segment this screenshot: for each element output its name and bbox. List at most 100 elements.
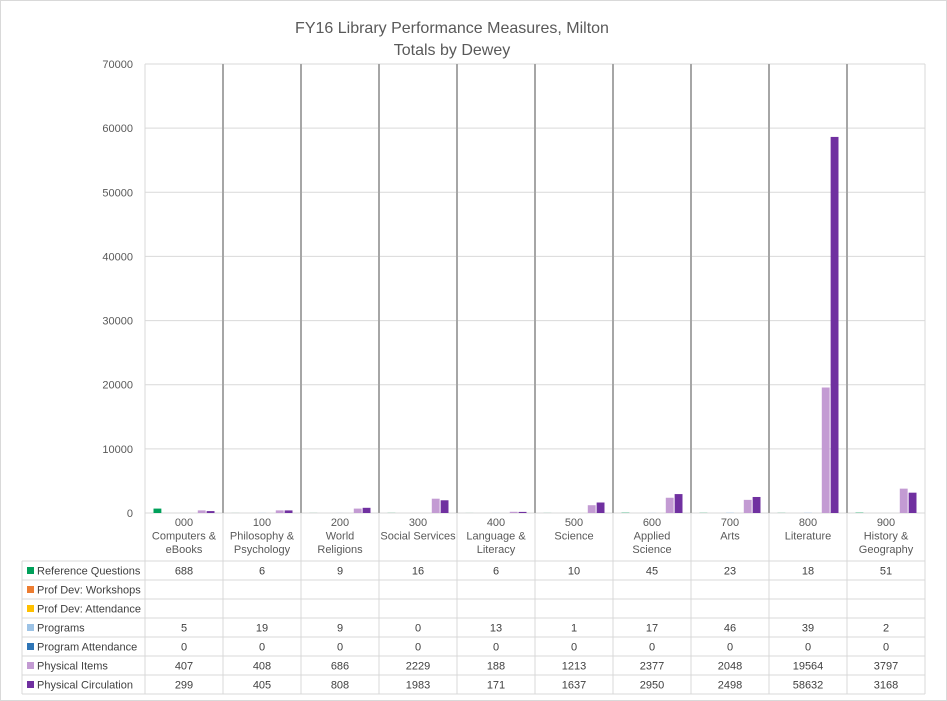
data-label: 45 <box>646 566 658 578</box>
data-label: 2048 <box>718 661 742 673</box>
legend-key <box>27 624 34 631</box>
data-label: 17 <box>646 623 658 635</box>
legend-key <box>27 662 34 669</box>
data-label: 46 <box>724 623 736 635</box>
category-label: eBooks <box>166 544 203 556</box>
bar <box>509 511 518 513</box>
data-label: 0 <box>883 642 889 654</box>
legend-label: Physical Circulation <box>37 680 133 692</box>
category-label: 800 <box>799 517 817 529</box>
data-label: 1637 <box>562 680 586 692</box>
category-label: 400 <box>487 517 505 529</box>
bar <box>153 508 162 513</box>
y-tick-label: 0 <box>127 508 133 520</box>
data-label: 408 <box>253 661 271 673</box>
data-label: 171 <box>487 680 505 692</box>
bar <box>206 511 215 513</box>
data-label: 686 <box>331 661 349 673</box>
category-label: 100 <box>253 517 271 529</box>
chart-subtitle: Totals by Dewey <box>394 42 511 59</box>
category-label: 500 <box>565 517 583 529</box>
category-label: Language & <box>466 531 526 543</box>
data-label: 13 <box>490 623 502 635</box>
category-label: World <box>326 531 355 543</box>
y-tick-label: 40000 <box>102 251 133 263</box>
category-label: 300 <box>409 517 427 529</box>
bar <box>899 488 908 513</box>
category-label: Applied <box>634 531 671 543</box>
legend-label: Program Attendance <box>37 642 137 654</box>
data-label: 0 <box>571 642 577 654</box>
category-label: Science <box>554 531 593 543</box>
data-label: 0 <box>259 642 265 654</box>
legend-label: Prof Dev: Attendance <box>37 604 141 616</box>
category-label: Religions <box>317 544 363 556</box>
data-label: 39 <box>802 623 814 635</box>
data-label: 188 <box>487 661 505 673</box>
bar <box>752 496 761 513</box>
data-label: 6 <box>493 566 499 578</box>
data-label: 0 <box>493 642 499 654</box>
data-label: 16 <box>412 566 424 578</box>
data-label: 0 <box>181 642 187 654</box>
y-tick-label: 20000 <box>102 380 133 392</box>
data-label: 2377 <box>640 661 664 673</box>
category-label: Philosophy & <box>230 531 295 543</box>
bar <box>362 507 371 513</box>
data-label: 9 <box>337 623 343 635</box>
y-tick-label: 60000 <box>102 123 133 135</box>
bar <box>674 494 683 513</box>
data-label: 1983 <box>406 680 430 692</box>
data-label: 3797 <box>874 661 898 673</box>
category-label: 900 <box>877 517 895 529</box>
data-label: 2229 <box>406 661 430 673</box>
y-tick-label: 30000 <box>102 316 133 328</box>
data-label: 19564 <box>793 661 824 673</box>
data-label: 0 <box>337 642 343 654</box>
bar <box>284 510 293 513</box>
legend-key <box>27 605 34 612</box>
legend-label: Reference Questions <box>37 566 141 578</box>
category-label: Literacy <box>477 544 516 556</box>
data-label: 1213 <box>562 661 586 673</box>
bar <box>596 502 605 513</box>
data-label: 808 <box>331 680 349 692</box>
data-label: 0 <box>727 642 733 654</box>
data-label: 51 <box>880 566 892 578</box>
legend-label: Physical Items <box>37 661 108 673</box>
bar <box>275 510 284 513</box>
category-label: 600 <box>643 517 661 529</box>
legend-key <box>27 681 34 688</box>
data-label: 407 <box>175 661 193 673</box>
category-label: Geography <box>859 544 914 556</box>
y-tick-label: 50000 <box>102 187 133 199</box>
data-label: 10 <box>568 566 580 578</box>
data-label: 9 <box>337 566 343 578</box>
data-label: 0 <box>415 623 421 635</box>
data-label: 0 <box>649 642 655 654</box>
legend-key <box>27 586 34 593</box>
bar <box>665 497 674 513</box>
bar <box>908 492 917 513</box>
data-label: 1 <box>571 623 577 635</box>
gridlines <box>144 63 926 514</box>
y-tick-label: 70000 <box>102 59 133 71</box>
category-label: History & <box>864 531 909 543</box>
category-label: 200 <box>331 517 349 529</box>
data-label: 688 <box>175 566 193 578</box>
data-label: 0 <box>415 642 421 654</box>
bar <box>518 511 527 513</box>
data-label: 6 <box>259 566 265 578</box>
y-tick-label: 10000 <box>102 444 133 456</box>
bar <box>743 499 752 513</box>
bar <box>587 505 596 513</box>
bars <box>153 136 917 513</box>
data-label: 23 <box>724 566 736 578</box>
category-label: 000 <box>175 517 193 529</box>
category-label: Arts <box>720 531 740 543</box>
category-label: Science <box>632 544 671 556</box>
data-label: 405 <box>253 680 271 692</box>
category-label: Social Services <box>380 531 456 543</box>
